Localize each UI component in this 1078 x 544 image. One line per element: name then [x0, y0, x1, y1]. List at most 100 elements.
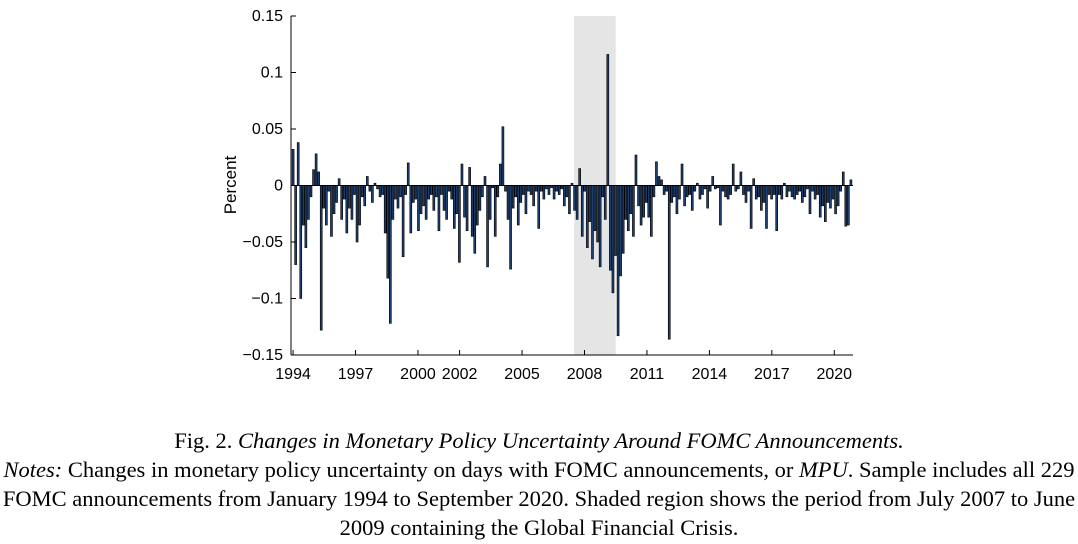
bar — [291, 149, 295, 186]
bar — [330, 185, 333, 237]
bar — [335, 185, 338, 203]
bar — [353, 185, 356, 195]
bar — [516, 185, 520, 226]
bar — [606, 54, 610, 186]
bar — [793, 185, 796, 200]
bar — [841, 171, 845, 186]
bar — [322, 185, 326, 209]
bar — [412, 185, 415, 203]
bar — [539, 185, 543, 192]
bar — [701, 185, 704, 195]
bar — [396, 185, 400, 209]
bar — [404, 185, 407, 195]
bar — [708, 185, 712, 192]
bar — [780, 185, 784, 200]
bar — [386, 185, 390, 279]
bar — [414, 185, 418, 200]
bar — [391, 185, 395, 220]
bar — [762, 185, 766, 203]
bar — [711, 176, 715, 186]
bar — [476, 185, 479, 226]
bar — [493, 185, 497, 237]
bar — [811, 185, 814, 192]
bar — [626, 185, 630, 232]
bar — [478, 185, 482, 211]
bar — [706, 185, 709, 209]
bar — [573, 185, 576, 211]
bar — [545, 185, 548, 190]
bar — [744, 185, 748, 203]
bar — [690, 185, 694, 211]
x-tick-label: 2008 — [567, 366, 603, 383]
x-tick-label: 2017 — [754, 366, 790, 383]
bar — [470, 185, 474, 237]
bar — [348, 185, 351, 209]
x-tick-label: 2000 — [400, 366, 436, 383]
bar — [363, 185, 367, 207]
bar — [647, 185, 651, 218]
bar — [821, 185, 825, 207]
bar — [813, 185, 817, 200]
bar — [593, 185, 597, 232]
bar — [772, 185, 776, 195]
bar — [767, 185, 771, 195]
bar — [307, 185, 310, 220]
bar — [460, 163, 464, 186]
bar — [483, 176, 487, 186]
bar — [713, 185, 717, 190]
bar — [824, 185, 827, 222]
bar — [698, 185, 702, 200]
bar — [519, 185, 523, 203]
bar — [358, 185, 361, 226]
bar — [683, 185, 686, 207]
bar — [834, 185, 837, 215]
bar — [742, 185, 745, 195]
bar — [693, 185, 697, 192]
bar — [737, 185, 740, 190]
bar — [634, 154, 638, 186]
bar-layer — [291, 54, 853, 340]
bar — [522, 185, 525, 195]
bar — [435, 185, 438, 198]
bar — [754, 185, 758, 200]
bar — [808, 185, 812, 215]
bar — [609, 185, 612, 271]
bar — [621, 185, 625, 254]
bar — [314, 153, 318, 186]
bar — [629, 185, 633, 215]
bar — [703, 185, 707, 190]
bar — [319, 185, 323, 331]
notes-text-1: Changes in monetary policy uncertainty o… — [67, 457, 794, 482]
bar — [770, 185, 773, 200]
bar — [504, 185, 507, 192]
bar — [445, 185, 448, 220]
bar — [563, 185, 566, 207]
bar — [350, 185, 354, 220]
bar — [749, 185, 753, 229]
bar — [422, 185, 425, 207]
bar — [785, 185, 789, 198]
bar — [803, 185, 807, 198]
bar — [586, 185, 589, 248]
bar — [501, 126, 505, 186]
bar — [583, 185, 587, 192]
bar — [419, 185, 423, 215]
bar — [560, 185, 564, 190]
bar — [437, 185, 441, 232]
bar — [790, 185, 794, 198]
bar — [511, 185, 515, 209]
bar — [468, 167, 471, 186]
y-tick-label: −0.1 — [251, 291, 283, 308]
bar — [788, 185, 791, 192]
bar — [580, 185, 584, 237]
bar — [665, 185, 668, 192]
bar — [424, 185, 428, 220]
bar — [447, 185, 451, 192]
bar — [836, 185, 840, 207]
bar — [345, 185, 349, 234]
bar — [325, 185, 328, 226]
notes-text-2: . Sample includes all 229 FOMC announcem… — [2, 457, 1076, 540]
bar — [302, 185, 305, 226]
bar — [685, 185, 689, 198]
bar — [719, 185, 722, 226]
